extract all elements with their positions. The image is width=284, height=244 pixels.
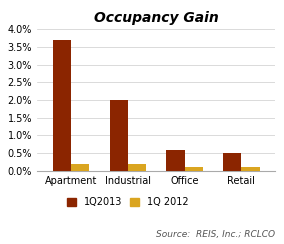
Legend: 1Q2013, 1Q 2012: 1Q2013, 1Q 2012	[67, 197, 188, 207]
Bar	[241, 167, 260, 171]
Bar	[185, 167, 203, 171]
Bar	[53, 40, 71, 171]
Bar	[71, 164, 89, 171]
Bar	[166, 150, 185, 171]
Text: Source:  REIS, Inc.; RCLCO: Source: REIS, Inc.; RCLCO	[156, 230, 275, 239]
Bar	[128, 164, 146, 171]
Bar	[223, 153, 241, 171]
Bar	[110, 100, 128, 171]
Title: Occupancy Gain: Occupancy Gain	[94, 11, 219, 25]
